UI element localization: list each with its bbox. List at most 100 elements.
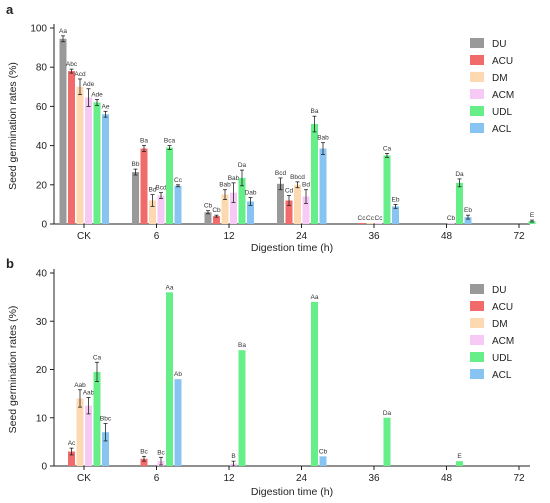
bar-acu-6	[140, 458, 148, 466]
y-tick-label: 30	[36, 317, 48, 328]
bar-udl-24	[311, 301, 318, 466]
legend-label-udl: UDL	[492, 107, 512, 118]
bar-acl-6	[174, 379, 182, 466]
legend-label-acu: ACU	[492, 302, 513, 313]
significance-label: Bbc	[100, 416, 112, 423]
legend-swatch-acu	[470, 55, 484, 65]
legend-label-acl: ACL	[492, 370, 512, 381]
significance-label: Cb	[204, 203, 213, 210]
x-tick-label: 24	[296, 473, 308, 484]
significance-label: Ade	[91, 92, 103, 99]
bar-acu-6	[140, 148, 148, 224]
legend-label-acm: ACM	[492, 336, 514, 347]
significance-label: Cd	[285, 188, 294, 195]
significance-label: E	[457, 453, 462, 460]
bar-udl-72	[528, 221, 536, 224]
bar-dm-6	[149, 200, 156, 224]
y-axis-label: Seed germination rates (%)	[7, 306, 19, 434]
x-tick-label: 24	[296, 231, 308, 242]
legend-swatch-acl	[470, 369, 484, 379]
panel-letter: a	[6, 2, 14, 17]
bar-acu-12	[213, 216, 220, 224]
bar-udl-6	[166, 147, 173, 224]
significance-label: B	[231, 453, 235, 460]
bar-acl-24	[319, 148, 327, 224]
y-tick-label: 40	[36, 269, 48, 280]
legend-label-acl: ACL	[492, 124, 512, 135]
bar-du-6	[132, 172, 139, 224]
significance-label: Da	[383, 410, 392, 417]
bar-du-ck	[59, 38, 67, 224]
significance-label: Ca	[93, 354, 102, 361]
significance-label: Bd	[149, 187, 157, 194]
significance-label: Bc	[140, 448, 148, 455]
bar-acm-12	[230, 192, 237, 224]
panel-a: a 0 20 40 60 80 100 Seed germination rates (%) C…	[6, 2, 536, 254]
significance-label: Ca	[383, 145, 392, 152]
bar-acu-36	[358, 223, 365, 224]
significance-label: Bbcd	[290, 174, 305, 181]
bar-acu-ck	[68, 71, 75, 225]
y-tick-label: 100	[30, 24, 47, 35]
significance-label: Acd	[74, 71, 86, 78]
x-axis-label: Digestion time (h)	[251, 486, 333, 498]
legend: DU ACU DM ACM UDL ACL	[470, 38, 514, 135]
x-tick-label: 6	[154, 231, 160, 242]
significance-label: Ba	[311, 108, 319, 115]
y-tick-label: 40	[36, 141, 48, 152]
bar-acl-24	[319, 456, 327, 466]
x-tick-label: 6	[154, 473, 160, 484]
significance-label: Abc	[66, 61, 78, 68]
legend-swatch-acm	[470, 335, 484, 345]
legend-swatch-du	[470, 38, 484, 48]
legend-swatch-udl	[470, 106, 484, 116]
bar-acl-6	[174, 185, 182, 224]
legend-swatch-acm	[470, 89, 484, 99]
legend-swatch-udl	[470, 352, 484, 362]
x-tick-label: 72	[513, 231, 525, 242]
bar-acm-48	[447, 223, 455, 224]
bar-acm-ck	[85, 405, 92, 466]
significance-label: Ac	[68, 440, 76, 447]
significance-label: Ba	[140, 138, 148, 145]
y-tick-label: 20	[36, 365, 48, 376]
bar-udl-12	[238, 350, 246, 466]
bar-acm-ck	[85, 97, 92, 224]
significance-label: Ae	[102, 103, 110, 110]
significance-label: Bd	[302, 182, 310, 189]
legend-swatch-dm	[470, 72, 484, 82]
significance-label: Cc	[174, 177, 183, 184]
significance-label: Cc	[375, 215, 384, 222]
significance-label: E	[530, 212, 535, 219]
significance-label: Cc	[366, 215, 375, 222]
bar-udl-12	[238, 177, 246, 224]
y-tick-label: 10	[36, 413, 48, 424]
bar-acl-ck	[102, 114, 109, 224]
significance-label: Bca	[164, 138, 176, 145]
legend: DU ACU DM ACM UDL ACL	[470, 284, 514, 381]
significance-label: Aa	[311, 294, 319, 301]
bar-acm-36	[375, 223, 382, 224]
legend-label-dm: DM	[492, 73, 508, 84]
bar-dm-36	[366, 223, 374, 224]
bar-udl-24	[311, 124, 318, 224]
legend-swatch-dm	[470, 318, 484, 328]
legend-label-du: DU	[492, 39, 506, 50]
legend-label-du: DU	[492, 285, 506, 296]
bar-udl-48	[456, 461, 463, 466]
legend-label-acm: ACM	[492, 90, 514, 101]
legend-swatch-du	[470, 284, 484, 294]
bar-udl-36	[383, 417, 391, 466]
significance-label: Bb	[132, 161, 140, 168]
significance-label: Ade	[83, 81, 95, 88]
significance-label: Da	[238, 162, 247, 169]
significance-label: Bab	[219, 182, 231, 189]
x-tick-label: CK	[77, 231, 91, 242]
panel-letter: b	[6, 256, 14, 271]
bar-acu-ck	[68, 451, 75, 466]
bar-udl-6	[166, 292, 173, 466]
significance-label: Bcd	[275, 170, 287, 177]
y-tick-label: 80	[36, 63, 48, 74]
